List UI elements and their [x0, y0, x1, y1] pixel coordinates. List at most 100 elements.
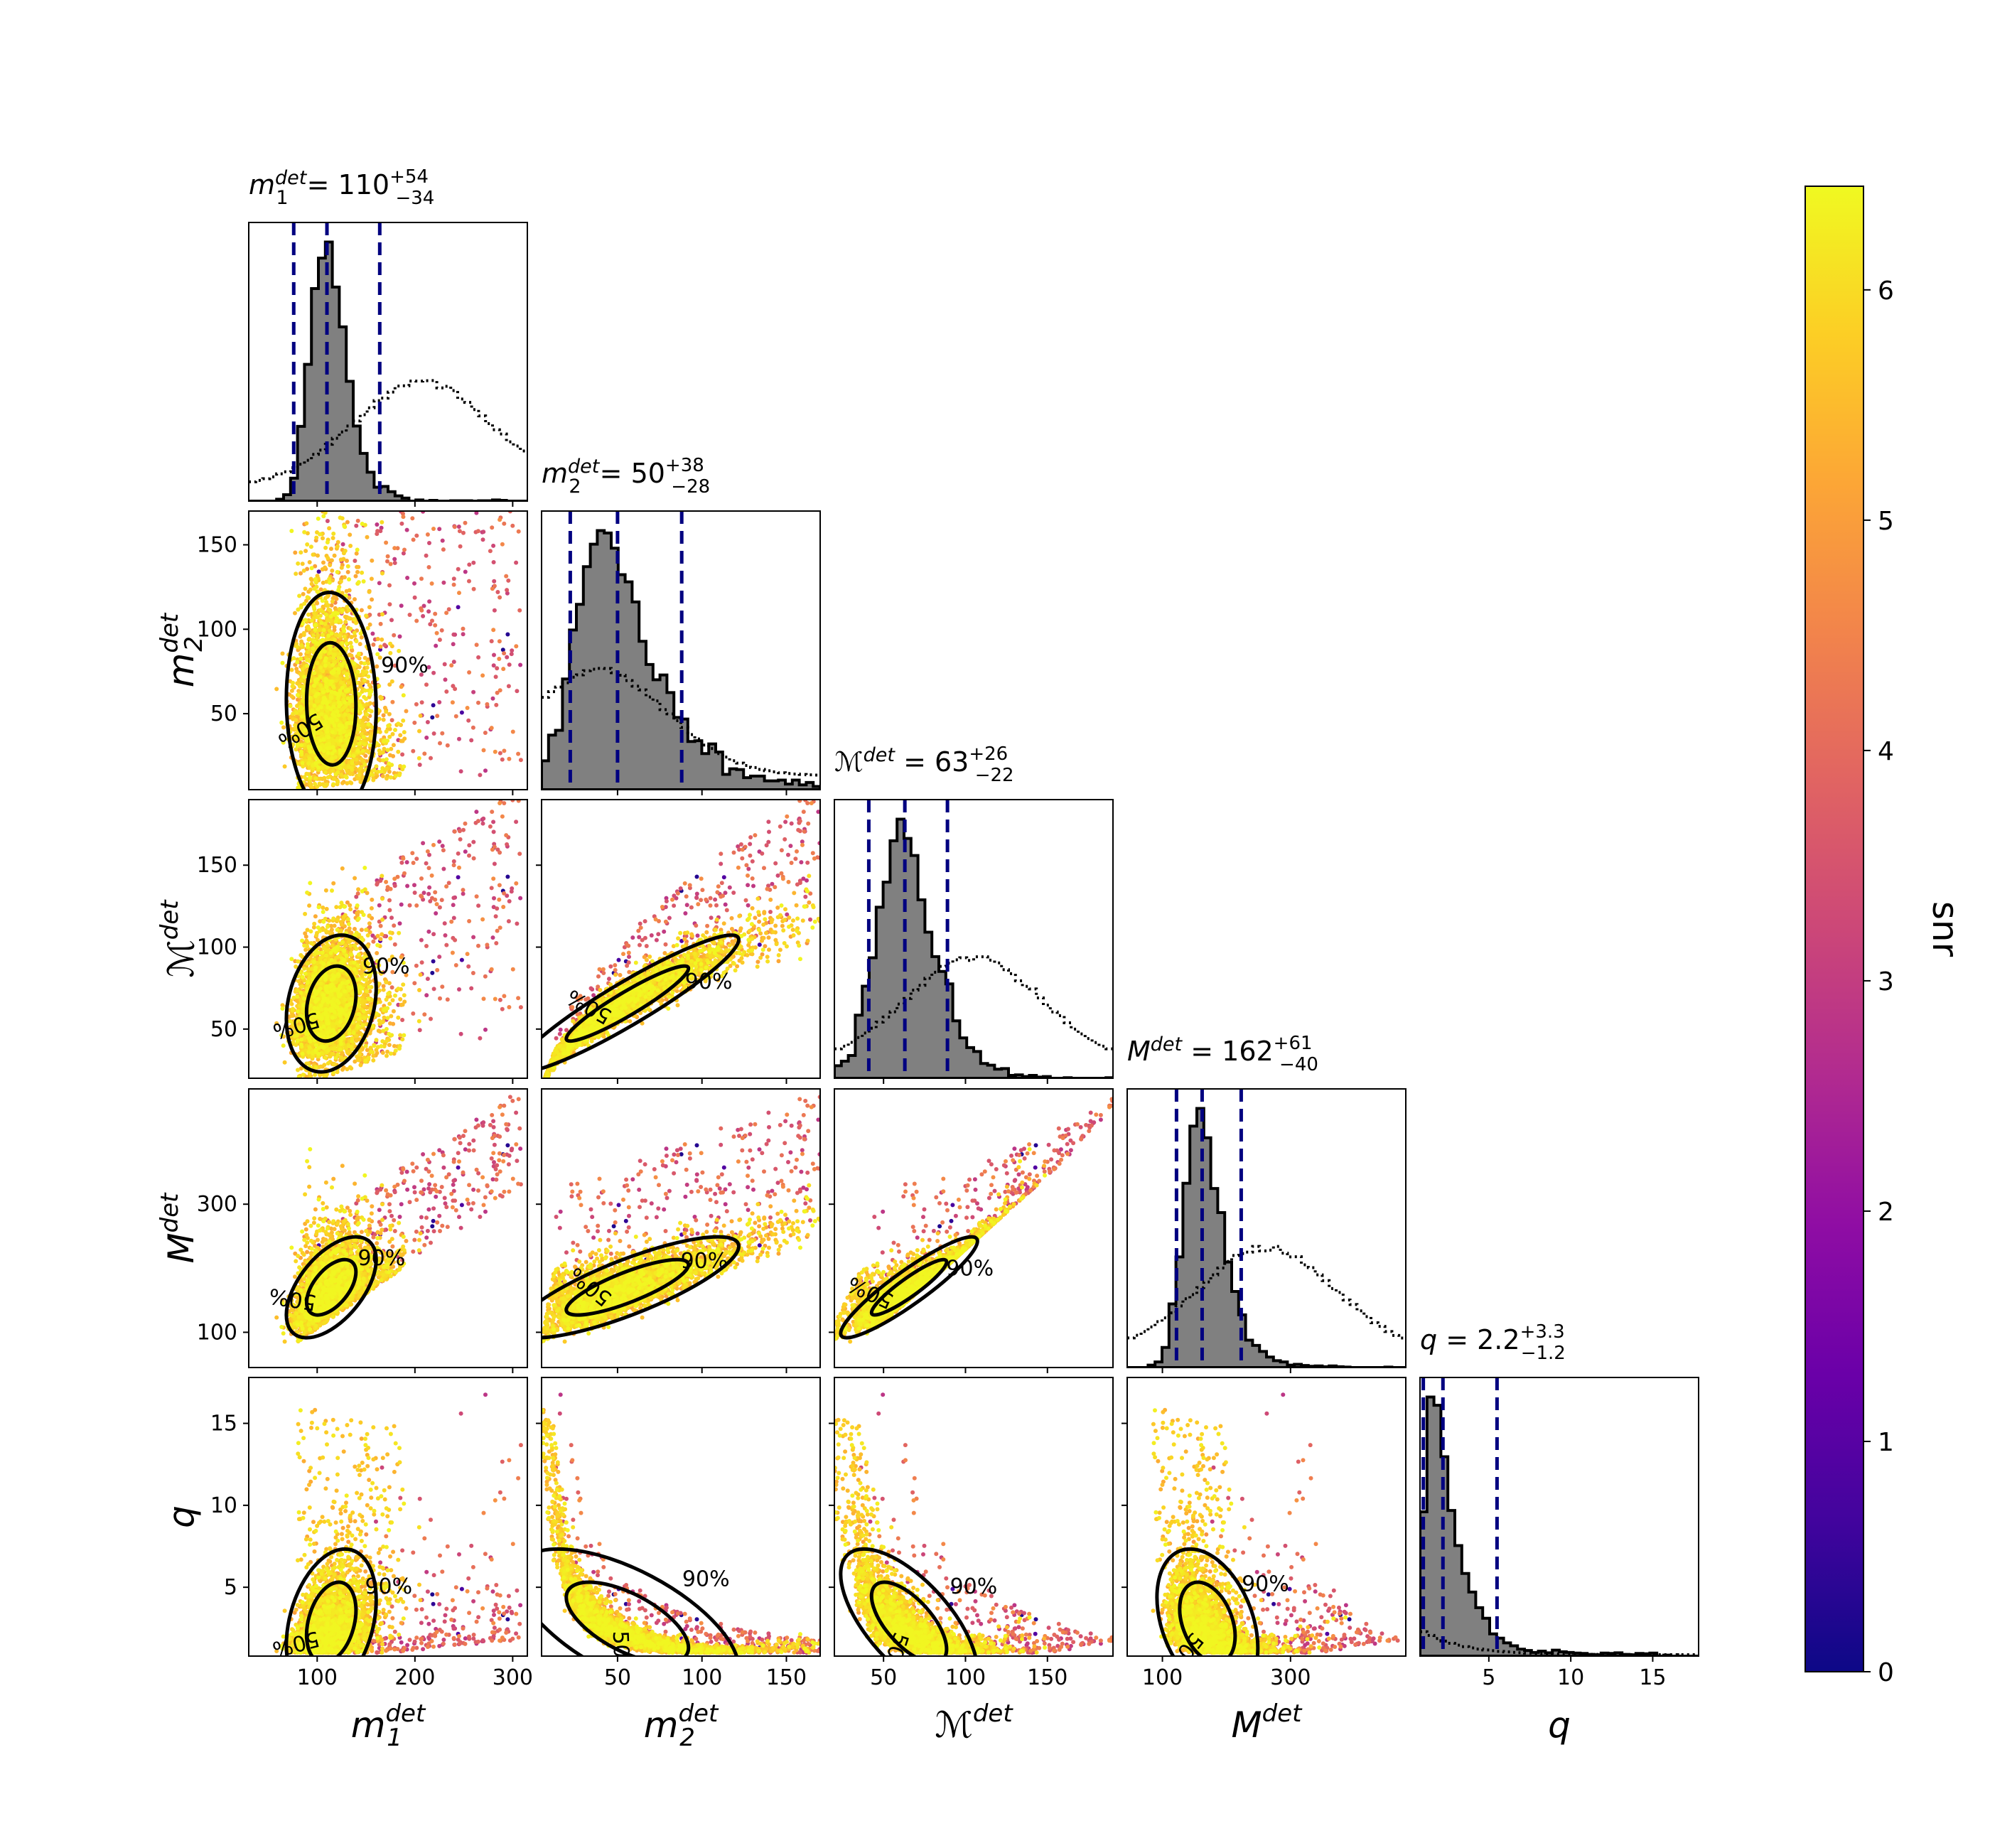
sample-point [309, 618, 314, 623]
sample-point [359, 660, 364, 665]
sample-point [330, 568, 335, 573]
sample-point [328, 656, 333, 660]
sample-point [339, 656, 344, 660]
sample-point [305, 542, 310, 547]
sample-point [433, 897, 438, 902]
panel-content: 50%90% [274, 511, 523, 790]
sample-point [471, 856, 476, 861]
sample-point [337, 691, 342, 695]
sample-point [357, 741, 362, 746]
sample-point [298, 571, 303, 576]
sample-point [332, 625, 337, 630]
sample-point [402, 764, 407, 769]
title-plus-error: +54 [389, 166, 429, 188]
sample-point [308, 576, 313, 581]
sample-point [336, 587, 341, 592]
sample-point [384, 766, 389, 771]
sample-point [443, 677, 448, 682]
sample-point [412, 720, 417, 725]
sample-point [359, 731, 364, 736]
sample-point [466, 964, 471, 969]
sample-point [326, 751, 330, 756]
sample-point [439, 628, 444, 633]
sample-point [388, 641, 393, 646]
sample-point [316, 707, 321, 712]
sample-point [510, 967, 515, 972]
sample-point [492, 861, 497, 866]
sample-point [321, 628, 326, 633]
sample-point [495, 590, 500, 594]
sample-point [348, 699, 353, 704]
sample-point [362, 688, 367, 693]
sample-point [296, 561, 301, 566]
sample-point [404, 527, 409, 532]
sample-point [362, 678, 367, 683]
sample-point [351, 753, 356, 758]
sample-point [461, 891, 466, 896]
sample-point [306, 612, 311, 617]
sample-point [312, 611, 317, 616]
sample-point [338, 579, 343, 584]
sample-point [354, 757, 359, 762]
sample-point [424, 553, 429, 558]
sample-point [364, 613, 369, 618]
sample-point [378, 879, 383, 883]
sample-point [417, 729, 421, 734]
sample-point [303, 618, 308, 623]
sample-point [326, 633, 331, 638]
sample-point [325, 519, 330, 523]
sample-point [437, 955, 442, 960]
sample-point [364, 670, 369, 675]
sample-point [330, 536, 335, 540]
sample-point [491, 663, 496, 668]
sample-point [306, 772, 311, 777]
sample-point [384, 879, 389, 884]
sample-point [360, 522, 365, 526]
sample-point [417, 1028, 422, 1033]
sample-point [483, 731, 488, 735]
sample-point [419, 938, 424, 942]
sample-point [439, 898, 444, 903]
sample-point [325, 726, 330, 731]
sample-point [456, 875, 461, 880]
sample-point [325, 540, 330, 544]
sample-point [355, 569, 360, 574]
sample-point [331, 669, 336, 674]
sample-point [323, 565, 328, 570]
sample-point [389, 746, 394, 751]
sample-point [307, 756, 312, 761]
sample-point [401, 551, 406, 556]
sample-point [483, 1027, 488, 1032]
sample-point [335, 709, 340, 714]
sample-point [313, 756, 318, 761]
sample-point [505, 591, 510, 596]
sample-point [321, 737, 326, 742]
sample-point [399, 603, 404, 608]
title-sup: det [275, 167, 308, 189]
sample-point [324, 637, 329, 642]
sample-point [375, 652, 380, 657]
sample-point [389, 679, 394, 684]
sample-point [316, 699, 321, 704]
sample-point [510, 523, 515, 528]
sample-point [318, 608, 323, 613]
sample-point [282, 764, 287, 769]
sample-point [388, 650, 393, 655]
sample-point [489, 726, 494, 731]
sample-point [382, 705, 387, 710]
sample-point [360, 570, 365, 575]
sample-point [387, 761, 392, 766]
sample-point [469, 738, 474, 743]
sample-point [440, 731, 445, 736]
sample-point [296, 607, 301, 612]
sample-point [384, 776, 389, 781]
sample-point [313, 628, 318, 633]
sample-point [430, 715, 435, 720]
sample-point [388, 886, 393, 891]
sample-point [500, 814, 505, 819]
sample-point [451, 660, 456, 665]
sample-point [457, 529, 462, 534]
sample-point [294, 710, 299, 715]
sample-point [365, 712, 370, 717]
title-equals: = [298, 169, 338, 200]
